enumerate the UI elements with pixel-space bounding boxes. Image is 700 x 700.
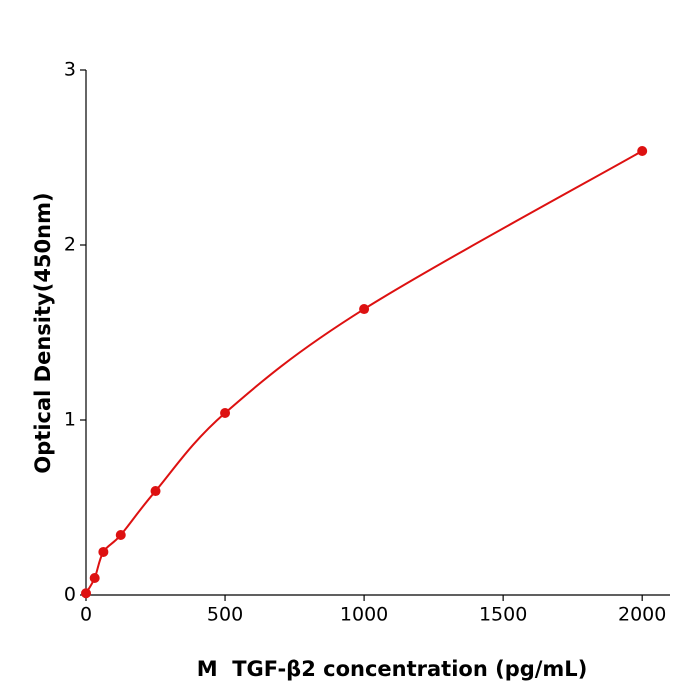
x-tick-label: 1500 xyxy=(479,604,527,626)
y-tick-label: 1 xyxy=(64,409,76,431)
data-point xyxy=(150,486,161,497)
data-point xyxy=(359,304,370,315)
x-tick-label: 1000 xyxy=(340,604,388,626)
data-point xyxy=(637,146,648,157)
x-axis-label: M TGF-β2 concentration (pg/mL) xyxy=(197,657,588,681)
data-point xyxy=(98,546,109,557)
data-point xyxy=(81,588,91,599)
y-tick-label: 0 xyxy=(64,584,76,606)
x-tick-label: 500 xyxy=(207,604,243,626)
data-point xyxy=(115,529,126,540)
x-tick-label: 2000 xyxy=(618,604,666,626)
data-point xyxy=(220,408,231,418)
y-tick-label: 3 xyxy=(64,59,76,81)
data-point xyxy=(89,573,100,584)
y-tick-label: 2 xyxy=(64,234,76,256)
fit-curve xyxy=(85,150,643,594)
x-tick-label: 0 xyxy=(80,604,92,626)
y-axis-label: Optical Density(450nm) xyxy=(31,192,55,473)
